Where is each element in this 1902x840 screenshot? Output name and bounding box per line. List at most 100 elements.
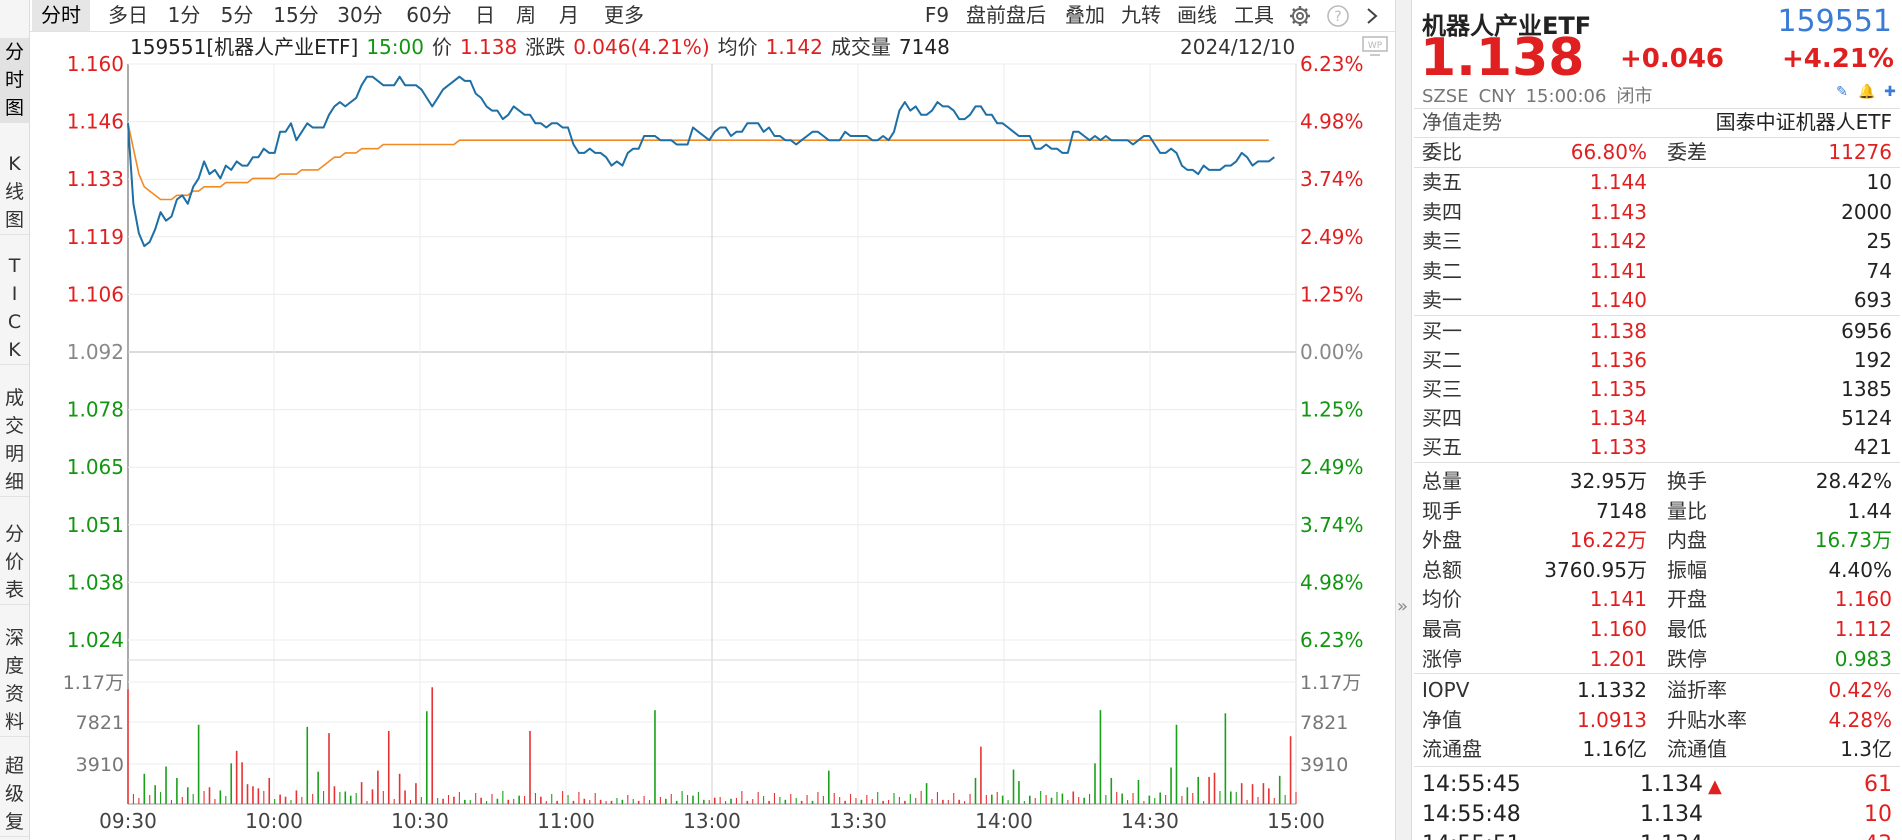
time-tick-label: 09:30 bbox=[99, 809, 157, 833]
weibi-value: 66.80% bbox=[1570, 140, 1647, 164]
info-code-name: 159551[机器人产业ETF] bbox=[130, 35, 359, 59]
pct-tick-label: 2.49% bbox=[1300, 455, 1364, 479]
toolbar-item-0[interactable]: F9 bbox=[924, 3, 950, 27]
period-tab-10[interactable]: 更多 bbox=[604, 3, 644, 27]
price-tick-label: 1.106 bbox=[67, 282, 124, 306]
period-tab-4[interactable]: 15分 bbox=[273, 3, 319, 27]
trade-qty: 43 bbox=[1864, 830, 1892, 840]
period-tab-6[interactable]: 60分 bbox=[406, 3, 452, 27]
side-tab-6[interactable]: 超级复 bbox=[0, 752, 29, 837]
trade-row: 14:55:48 1.134 10 bbox=[1422, 800, 1892, 830]
help-icon[interactable]: ? bbox=[1326, 4, 1350, 28]
side-tab-3[interactable]: 成交明细 bbox=[0, 384, 29, 497]
gear-icon[interactable] bbox=[1288, 4, 1312, 28]
ask-price: 1.143 bbox=[1589, 199, 1647, 224]
fund-stat-label: 流通值 bbox=[1667, 737, 1727, 761]
fund-stat-value: 0.42% bbox=[1828, 678, 1892, 702]
stat-label: 总额 bbox=[1422, 557, 1462, 582]
price-line bbox=[127, 75, 1275, 248]
side-tab-4[interactable]: 分价表 bbox=[0, 520, 29, 605]
price-tick-label: 1.051 bbox=[67, 513, 124, 537]
toolbar-item-4[interactable]: 画线 bbox=[1177, 3, 1217, 27]
side-tab-char: 交 bbox=[4, 415, 24, 437]
pct-tick-label: 4.98% bbox=[1300, 110, 1364, 134]
time-tick-label: 11:00 bbox=[537, 809, 595, 833]
price-lines bbox=[127, 75, 1275, 248]
price-tick-label: 1.146 bbox=[67, 110, 124, 134]
price-tick-label: 1.160 bbox=[67, 52, 124, 76]
pct-tick-label: 1.25% bbox=[1300, 398, 1364, 422]
bid-label: 买三 bbox=[1422, 377, 1462, 401]
bid-qty: 421 bbox=[1853, 435, 1892, 459]
period-tab-3[interactable]: 5分 bbox=[220, 3, 254, 27]
edit-icon[interactable]: ✎ bbox=[1836, 84, 1848, 100]
add-icon[interactable]: ✚ bbox=[1884, 84, 1896, 100]
period-tab-1[interactable]: 多日 bbox=[108, 3, 148, 27]
toolbar-item-2[interactable]: 叠加 bbox=[1065, 3, 1105, 27]
side-tab-5[interactable]: 深度资料 bbox=[0, 624, 29, 737]
toolbar-item-1[interactable]: 盘前盘后 bbox=[966, 3, 1046, 27]
bid-label: 买二 bbox=[1422, 348, 1462, 372]
divider bbox=[1414, 766, 1900, 767]
fund-stat-label: 溢折率 bbox=[1667, 678, 1727, 702]
chevron-right-icon[interactable] bbox=[1360, 4, 1384, 28]
svg-text:WP: WP bbox=[1368, 41, 1383, 51]
fund-stat-label: 流通盘 bbox=[1422, 737, 1482, 761]
ask-label: 卖四 bbox=[1422, 199, 1462, 224]
period-tab-0[interactable]: 分时 bbox=[32, 0, 90, 31]
period-tab-7[interactable]: 日 bbox=[475, 3, 495, 27]
info-price-label: 价 bbox=[431, 35, 452, 59]
stat-label: 现手 bbox=[1422, 498, 1462, 523]
stat-value: 0.983 bbox=[1834, 646, 1892, 671]
pct-tick-label: 3.74% bbox=[1300, 167, 1364, 191]
period-tab-9[interactable]: 月 bbox=[559, 3, 579, 27]
trade-qty: 10 bbox=[1864, 802, 1892, 827]
toolbar-item-5[interactable]: 工具 bbox=[1234, 3, 1274, 27]
divider bbox=[1414, 167, 1900, 168]
stat-value: 3760.95万 bbox=[1544, 557, 1647, 582]
side-tab-0[interactable]: 分时图 bbox=[0, 38, 29, 123]
info-time: 15:00 bbox=[366, 35, 424, 59]
ask-qty: 74 bbox=[1866, 258, 1892, 283]
trade-qty: 61 bbox=[1864, 772, 1892, 797]
toolbar-item-3[interactable]: 九转 bbox=[1121, 3, 1161, 27]
stat-label: 最低 bbox=[1667, 617, 1707, 641]
time-tick-label: 14:00 bbox=[975, 809, 1033, 833]
panel-splitter[interactable] bbox=[1395, 0, 1412, 840]
index-name[interactable]: 国泰中证机器人ETF bbox=[1715, 110, 1892, 134]
side-tab-char: 细 bbox=[4, 471, 24, 493]
intraday-chart[interactable]: 1.160 6.23% 1.146 4.98% 1.133 3.74% 1.119 2.49%… bbox=[0, 0, 1395, 840]
panel-icons: ✎ 🔔 ✚ bbox=[1834, 84, 1898, 100]
stock-price: 1.138 bbox=[1420, 28, 1585, 88]
wp-icon[interactable]: WP bbox=[1362, 36, 1388, 58]
time-tick-label: 13:30 bbox=[829, 809, 887, 833]
bid-price: 1.134 bbox=[1589, 406, 1647, 430]
bid-label: 买一 bbox=[1422, 319, 1462, 343]
weibi-row: 委比 66.80% 委差 11276 bbox=[1422, 138, 1892, 166]
info-vol-label: 成交量 bbox=[830, 35, 891, 59]
time-tick-label: 10:30 bbox=[391, 809, 449, 833]
nav-trend-link[interactable]: 净值走势 bbox=[1422, 110, 1502, 134]
side-tab-char: 时 bbox=[4, 69, 24, 91]
up-arrow-icon: ▲ bbox=[1708, 776, 1722, 797]
stat-label: 换手 bbox=[1667, 469, 1707, 493]
collapse-panel-icon[interactable]: » bbox=[1397, 596, 1409, 617]
price-tick-label: 1.119 bbox=[67, 225, 124, 249]
trade-time: 14:55:48 bbox=[1422, 802, 1521, 827]
chart-toolbar: 分时 多日 1分 5分 15分 30分 60分日周月 更多 F9 盘前盘后 叠加 九转 画线 工具? bbox=[30, 0, 1395, 32]
price-tick-label: 1.092 bbox=[67, 340, 124, 364]
period-tab-2[interactable]: 1分 bbox=[167, 3, 201, 27]
period-tab-5[interactable]: 30分 bbox=[337, 3, 383, 27]
pct-tick-label: 1.25% bbox=[1300, 282, 1364, 306]
stock-code[interactable]: 159551 bbox=[1777, 4, 1892, 39]
period-tab-8[interactable]: 周 bbox=[516, 3, 536, 27]
alert-bell-icon[interactable]: 🔔 bbox=[1858, 84, 1876, 100]
stock-meta: SZSE CNY 15:00:06 闭市 bbox=[1422, 82, 1662, 108]
stat-value: 1.141 bbox=[1589, 587, 1647, 612]
side-tab-char: 线 bbox=[4, 181, 24, 203]
pct-tick-label: 0.00% bbox=[1300, 340, 1364, 364]
time-tick-label: 14:30 bbox=[1121, 809, 1179, 833]
time-tick-label: 10:00 bbox=[245, 809, 303, 833]
